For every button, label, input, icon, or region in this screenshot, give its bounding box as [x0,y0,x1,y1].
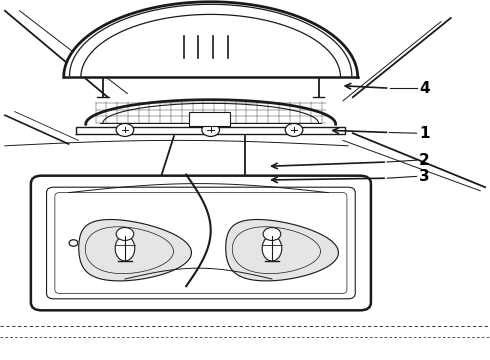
Polygon shape [76,127,345,134]
Bar [189,112,230,126]
Ellipse shape [115,236,135,261]
Text: 2: 2 [419,153,430,168]
Text: 3: 3 [419,169,430,184]
Polygon shape [86,100,336,124]
FancyBboxPatch shape [31,176,371,310]
Ellipse shape [262,236,282,261]
Circle shape [116,123,134,136]
Polygon shape [226,220,339,281]
Circle shape [324,240,333,246]
Circle shape [69,240,78,246]
Circle shape [116,228,134,240]
Circle shape [263,228,281,240]
Text: 4: 4 [419,81,430,96]
Text: 1: 1 [419,126,429,141]
Polygon shape [64,2,358,77]
Circle shape [202,123,220,136]
Circle shape [285,123,303,136]
Polygon shape [79,220,192,281]
